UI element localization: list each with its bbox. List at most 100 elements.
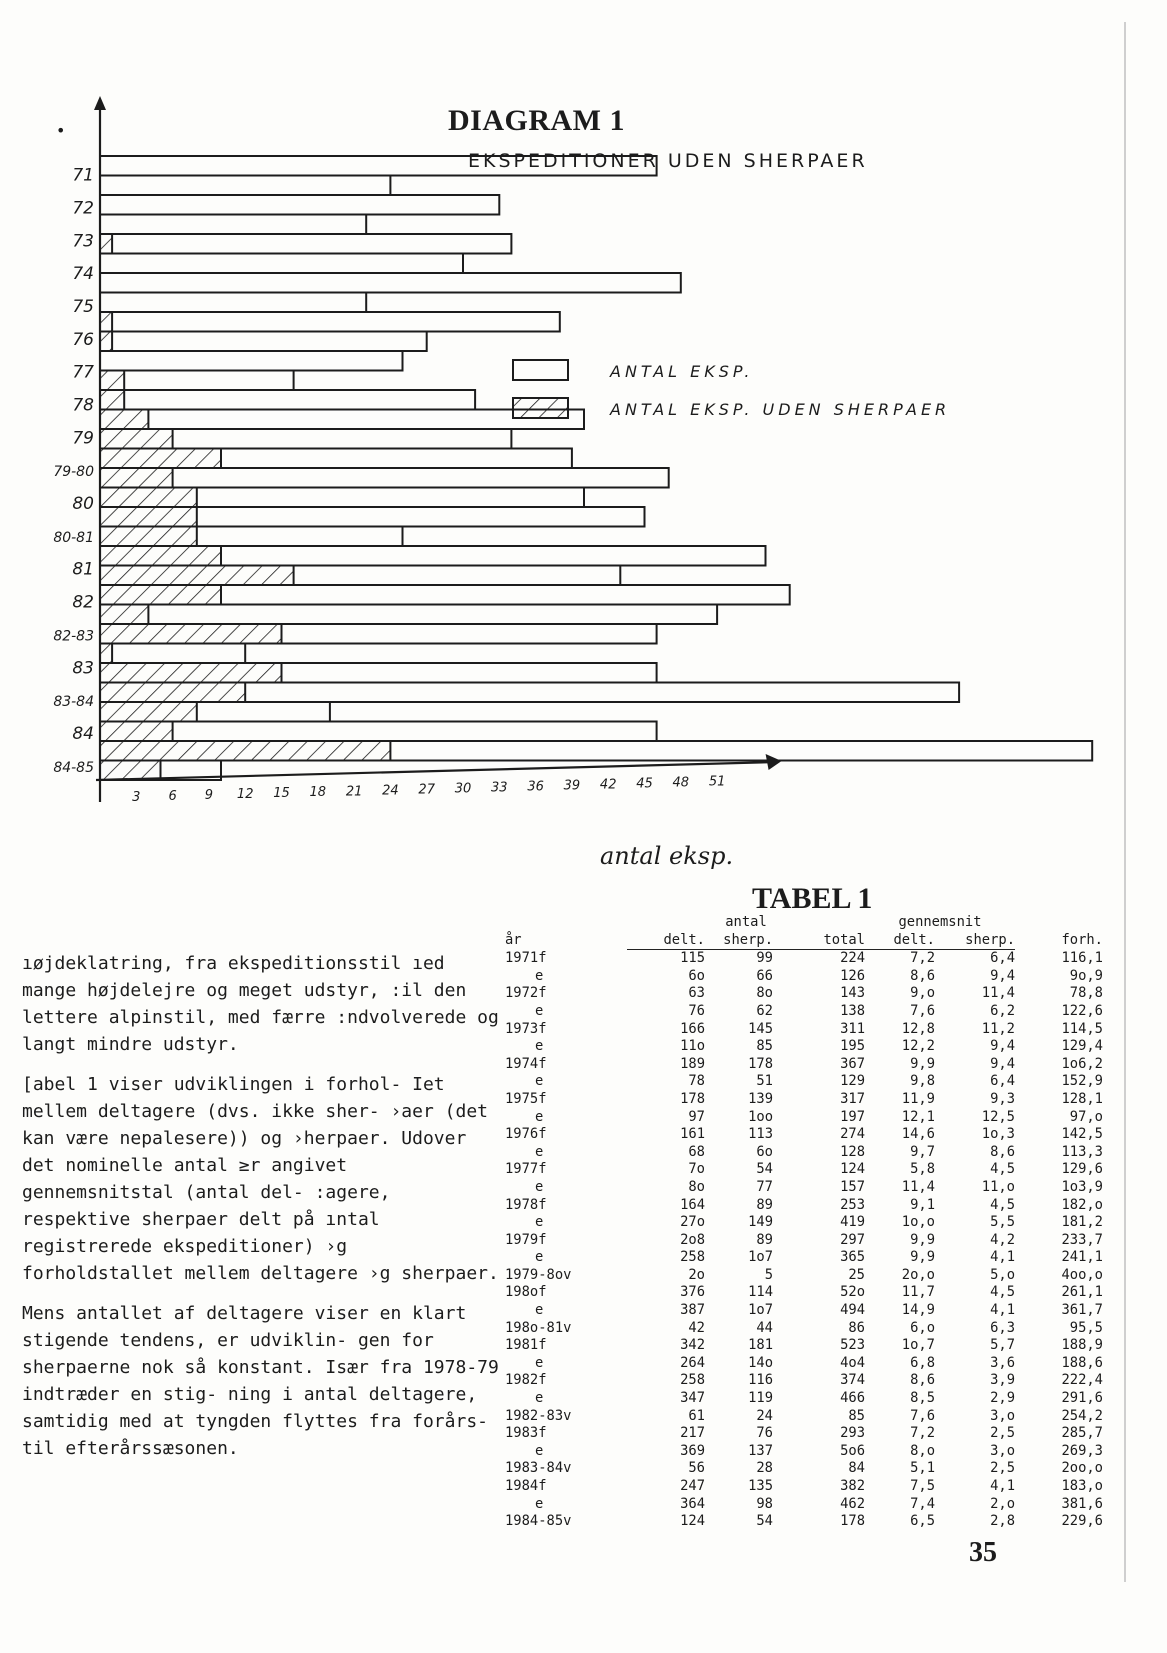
table-cell: 6,5 xyxy=(910,1513,935,1530)
bar-total xyxy=(99,369,295,391)
table-cell: 6,4 xyxy=(990,950,1015,967)
table-cell: 9,4 xyxy=(990,1038,1015,1055)
table-cell: 178 xyxy=(840,1513,865,1530)
paragraph-1: ıøjdeklatring, fra ekspeditionsstil ıed … xyxy=(22,953,499,1055)
table-cell: 1o3,9 xyxy=(1061,1178,1103,1195)
y-tick-label: 72 xyxy=(72,198,94,218)
table-cell: 3,9 xyxy=(990,1372,1015,1389)
table-cell: 78 xyxy=(688,1073,705,1090)
table-cell: 145 xyxy=(748,1020,773,1037)
table-cell: 2o8 xyxy=(680,1231,705,1248)
y-tick-label: 80 xyxy=(72,494,94,514)
col-gdelt: delt. xyxy=(865,931,935,951)
table-cell: e xyxy=(535,1108,544,1125)
table-cell: e xyxy=(535,1143,544,1160)
table-cell: 62 xyxy=(756,1002,773,1019)
bar-total xyxy=(99,233,513,255)
table-cell: 261,1 xyxy=(1061,1284,1103,1301)
table-row: 1983-84v 56 28 84 5,1 2,5 2oo,o xyxy=(505,1460,1103,1478)
table-cell: 2,o xyxy=(990,1495,1015,1512)
table-row: e 6o 66 126 8,6 9,4 9o,9 xyxy=(505,968,1103,986)
table-row: e 11o 85 195 12,2 9,4 129,4 xyxy=(505,1038,1103,1056)
table-cell: 1983-84v xyxy=(505,1460,572,1477)
x-tick-label: 42 xyxy=(600,778,617,793)
table-cell: 11,7 xyxy=(901,1284,935,1301)
table-cell: 14,6 xyxy=(901,1126,935,1143)
table-cell: 9,7 xyxy=(910,1143,935,1160)
table-cell: 97,o xyxy=(1069,1108,1103,1125)
table-cell: 9,9 xyxy=(910,1249,935,1266)
bar-uden-sherpaer xyxy=(99,681,247,703)
table-cell: e xyxy=(535,1495,544,1512)
table-cell: 98 xyxy=(756,1495,773,1512)
table-cell: e xyxy=(535,967,544,984)
bar-uden-sherpaer xyxy=(99,642,114,664)
table-cell: 2,5 xyxy=(990,1460,1015,1477)
y-tick-label: 74 xyxy=(72,264,94,284)
x-tick-label: 27 xyxy=(418,782,435,797)
table-row: 1979-8ov 2o 5 25 2o,o 5,o 4oo,o xyxy=(505,1267,1103,1285)
table-cell: 52o xyxy=(840,1284,865,1301)
table-cell: 4,5 xyxy=(990,1161,1015,1178)
table-cell: 129,6 xyxy=(1061,1161,1103,1178)
table-cell: 1982f xyxy=(505,1372,547,1389)
y-tick-label: 78 xyxy=(72,396,94,416)
x-axis xyxy=(95,760,778,782)
bar-uden-sherpaer xyxy=(99,330,114,352)
table-group-header: antal gennemsnit xyxy=(505,914,1103,932)
table-cell: 142,5 xyxy=(1061,1126,1103,1143)
table-cell: 2o,o xyxy=(901,1266,935,1283)
table-cell: 11,4 xyxy=(901,1178,935,1195)
table-cell: 3,6 xyxy=(990,1354,1015,1371)
table-cell: 11o xyxy=(680,1038,705,1055)
table-cell: 6,o xyxy=(910,1319,935,1336)
bars-layer xyxy=(99,155,1094,781)
x-tick-label: 48 xyxy=(673,776,690,791)
table-cell: 1979f xyxy=(505,1231,547,1248)
table-row: 1976f 161 113 274 14,6 1o,3 142,5 xyxy=(505,1126,1103,1144)
diagram-subtitle: EKSPEDITIONER UDEN SHERPAER xyxy=(468,150,868,172)
table-cell: 11,9 xyxy=(901,1090,935,1107)
table-cell: 9,1 xyxy=(910,1196,935,1213)
y-tick-label: 83-84 xyxy=(53,694,94,710)
table-cell: 166 xyxy=(680,1020,705,1037)
table-cell: 11,4 xyxy=(981,985,1015,1002)
table-cell: 5,1 xyxy=(910,1460,935,1477)
table-cell: 1975f xyxy=(505,1090,547,1107)
table-cell: 119 xyxy=(748,1390,773,1407)
table-cell: 1o7 xyxy=(748,1302,773,1319)
table-cell: 1984-85v xyxy=(505,1513,572,1530)
table-cell: 97 xyxy=(688,1108,705,1125)
group-gennemsnit: gennemsnit xyxy=(898,914,982,930)
table-row: 1974f 189 178 367 9,9 9,4 1o6,2 xyxy=(505,1056,1103,1074)
table-cell: 77 xyxy=(756,1178,773,1195)
table-cell: 28 xyxy=(756,1460,773,1477)
table-cell: 293 xyxy=(840,1425,865,1442)
table-cell: 61 xyxy=(688,1407,705,1424)
bar-uden-sherpaer xyxy=(99,545,222,567)
table-cell: 466 xyxy=(840,1390,865,1407)
table-cell: 24 xyxy=(756,1407,773,1424)
y-tick-label: 83 xyxy=(72,658,94,678)
paragraph-3: Mens antallet af deltagere viser en klar… xyxy=(22,1303,499,1459)
y-tick-label: 73 xyxy=(72,231,94,251)
x-tick-label: 21 xyxy=(346,784,363,799)
table-cell: 66 xyxy=(756,967,773,984)
table-cell: 4,5 xyxy=(990,1284,1015,1301)
table-cell: 217 xyxy=(680,1425,705,1442)
table-cell: 4,1 xyxy=(990,1249,1015,1266)
table-cell: e xyxy=(535,1249,544,1266)
table-cell: 42 xyxy=(688,1319,705,1336)
table-cell: 1o,3 xyxy=(981,1126,1015,1143)
table-cell: 178 xyxy=(680,1090,705,1107)
table-row: e 8o 77 157 11,4 11,o 1o3,9 xyxy=(505,1179,1103,1197)
table-cell: 6,4 xyxy=(990,1073,1015,1090)
table-cell: 6o xyxy=(756,1143,773,1160)
bar-total xyxy=(99,467,670,489)
table-cell: e xyxy=(535,1073,544,1090)
y-tick-label: 84-85 xyxy=(53,760,94,776)
table-cell: 1973f xyxy=(505,1020,547,1037)
table-cell: 95,5 xyxy=(1069,1319,1103,1336)
table-row: 1979f 2o8 89 297 9,9 4,2 233,7 xyxy=(505,1232,1103,1250)
x-tick-label: 30 xyxy=(455,781,472,796)
